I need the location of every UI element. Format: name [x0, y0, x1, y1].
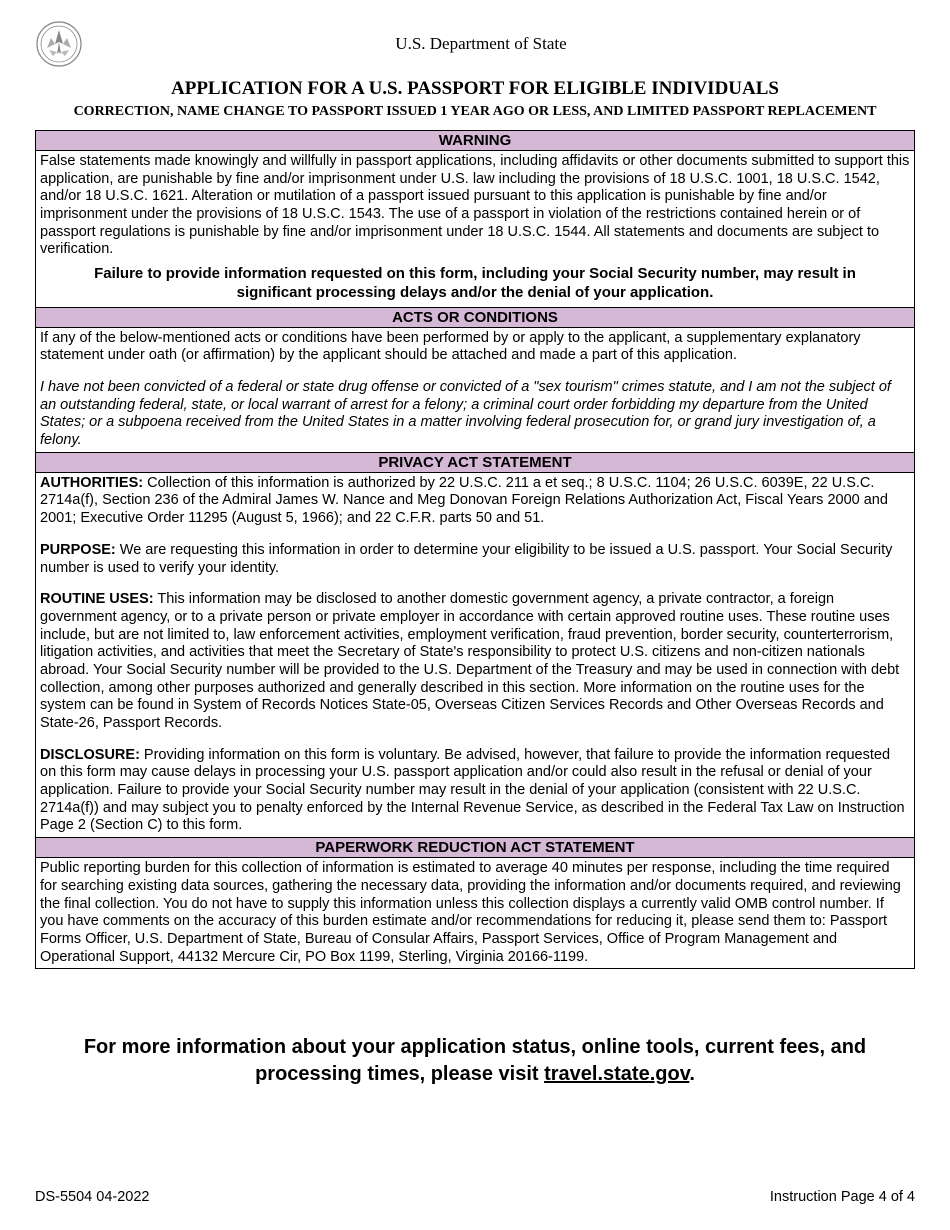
authorities-text: Collection of this information is author… [40, 475, 888, 526]
state-dept-seal-icon [35, 20, 83, 68]
form-page: U.S. Department of State APPLICATION FOR… [0, 0, 950, 1230]
privacy-disclosure: DISCLOSURE: Providing information on thi… [40, 747, 910, 835]
form-id: DS-5504 04-2022 [35, 1189, 149, 1205]
page-header: U.S. Department of State [35, 20, 915, 68]
acts-body: If any of the below-mentioned acts or co… [36, 328, 914, 452]
more-info-prefix: For more information about your applicat… [84, 1036, 866, 1085]
paperwork-header: PAPERWORK REDUCTION ACT STATEMENT [36, 837, 914, 858]
acts-header: ACTS OR CONDITIONS [36, 307, 914, 328]
disclosure-text: Providing information on this form is vo… [40, 747, 905, 834]
form-subtitle: CORRECTION, NAME CHANGE TO PASSPORT ISSU… [35, 104, 915, 120]
acts-intro: If any of the below-mentioned acts or co… [40, 330, 910, 365]
disclosure-label: DISCLOSURE: [40, 747, 140, 763]
page-number: Instruction Page 4 of 4 [770, 1189, 915, 1205]
more-info-suffix: . [689, 1063, 695, 1085]
privacy-body: AUTHORITIES: Collection of this informat… [36, 473, 914, 837]
authorities-label: AUTHORITIES: [40, 475, 143, 491]
purpose-text: We are requesting this information in or… [40, 542, 892, 576]
routine-text: This information may be disclosed to ano… [40, 591, 899, 731]
form-title: APPLICATION FOR A U.S. PASSPORT FOR ELIG… [35, 78, 915, 100]
routine-label: ROUTINE USES: [40, 591, 154, 607]
privacy-purpose: PURPOSE: We are requesting this informat… [40, 542, 910, 577]
acts-statement: I have not been convicted of a federal o… [40, 379, 910, 450]
privacy-authorities: AUTHORITIES: Collection of this informat… [40, 475, 910, 528]
warning-body: False statements made knowingly and will… [36, 151, 914, 307]
paperwork-body: Public reporting burden for this collect… [36, 858, 914, 968]
privacy-routine: ROUTINE USES: This information may be di… [40, 591, 910, 733]
warning-header: WARNING [36, 131, 914, 151]
warnings-box: WARNING False statements made knowingly … [35, 130, 915, 969]
privacy-header: PRIVACY ACT STATEMENT [36, 452, 914, 473]
page-footer: DS-5504 04-2022 Instruction Page 4 of 4 [35, 1189, 915, 1205]
warning-text: False statements made knowingly and will… [40, 153, 910, 259]
more-info-notice: For more information about your applicat… [35, 1034, 915, 1088]
travel-state-gov-link[interactable]: travel.state.gov [544, 1063, 689, 1085]
warning-notice: Failure to provide information requested… [40, 259, 910, 305]
paperwork-text: Public reporting burden for this collect… [40, 860, 910, 966]
department-name: U.S. Department of State [95, 34, 867, 54]
purpose-label: PURPOSE: [40, 542, 116, 558]
